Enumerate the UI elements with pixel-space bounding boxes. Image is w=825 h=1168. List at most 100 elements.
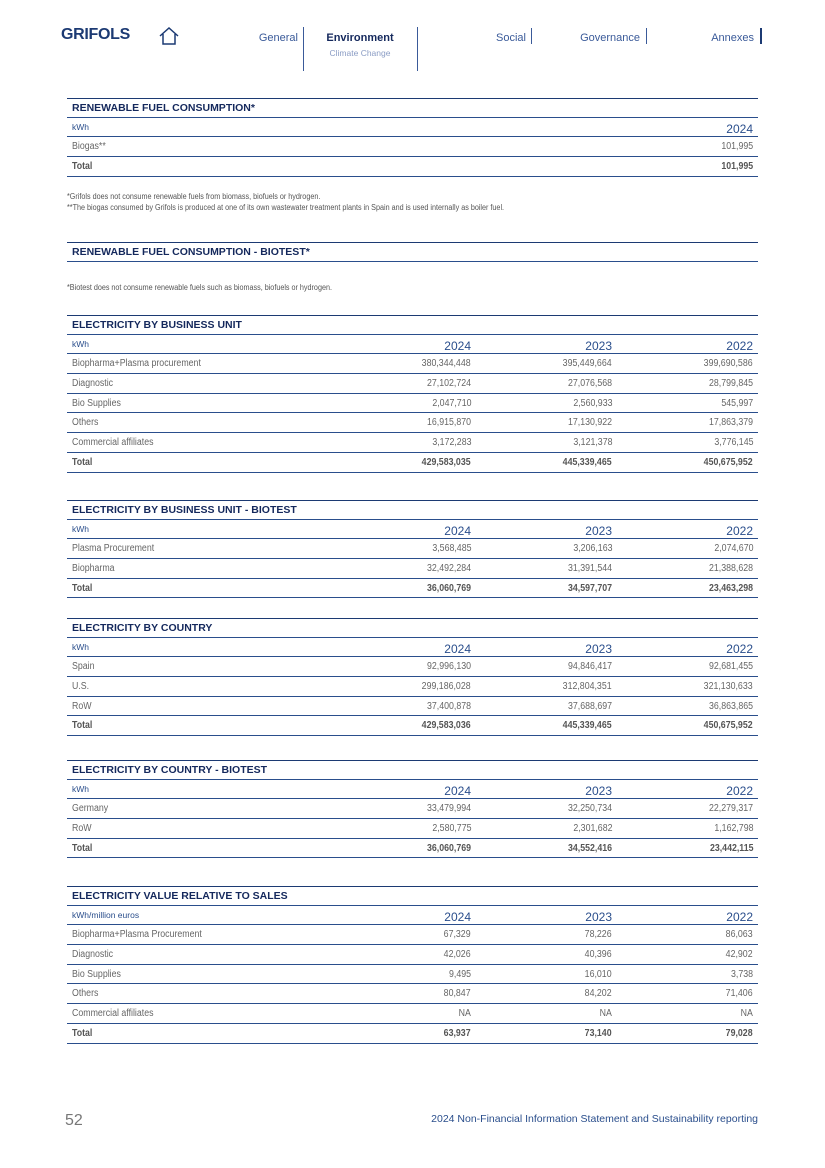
nav-item-active[interactable]: Environment (326, 32, 394, 44)
table-row: Bio Supplies 9,495 16,010 3,738 (67, 965, 758, 985)
column-header: 2023 (585, 338, 612, 353)
home-icon[interactable] (158, 26, 180, 46)
column-header: 2024 (726, 121, 753, 136)
cell-value: NA (740, 1008, 753, 1020)
row-label: Total (72, 456, 93, 468)
section-title: ELECTRICITY BY COUNTRY - BIOTEST (67, 760, 758, 780)
column-header: 2024 (444, 909, 471, 924)
cell-value: 16,010 (585, 968, 612, 980)
table-row: Diagnostic 42,026 40,396 42,902 (67, 945, 758, 965)
row-label: Biopharma (72, 563, 115, 575)
cell-value: 299,186,028 (422, 681, 471, 693)
cell-value: 40,396 (585, 949, 612, 961)
section-title: ELECTRICITY BY BUSINESS UNIT - BIOTEST (67, 500, 758, 520)
unit-label: kWh (72, 523, 89, 534)
table-row: Commercial affiliates NA NA NA (67, 1004, 758, 1024)
cell-value: 37,688,697 (567, 700, 612, 712)
table-row: Others 16,915,870 17,130,922 17,863,379 (67, 413, 758, 434)
cell-value: 78,226 (585, 929, 612, 941)
cell-value: 36,863,865 (708, 700, 753, 712)
nav-item[interactable]: Social (496, 32, 526, 44)
cell-value: NA (599, 1008, 612, 1020)
cell-value: 3,568,485 (431, 543, 471, 555)
footnote: *Grifols does not consume renewable fuel… (67, 191, 321, 201)
column-header: 2024 (444, 783, 471, 798)
row-label: Diagnostic (72, 949, 114, 961)
cell-value: 429,583,036 (422, 720, 471, 732)
column-header: 2024 (444, 641, 471, 656)
cell-value: 80,847 (444, 988, 471, 1000)
row-label: Total (72, 161, 93, 173)
table-row: Biopharma 32,492,284 31,391,544 21,388,628 (67, 559, 758, 579)
table-row: Plasma Procurement 3,568,485 3,206,163 2,07… (67, 539, 758, 560)
table-row: Biogas** 101,995 (67, 137, 758, 158)
footer-text: 2024 Non-Financial Information Statement… (431, 1113, 758, 1125)
cell-value: 71,406 (726, 988, 753, 1000)
section-title: RENEWABLE FUEL CONSUMPTION - BIOTEST* (67, 242, 758, 262)
nav-divider (531, 28, 532, 44)
nav-item[interactable]: General (258, 32, 298, 44)
section-title: ELECTRICITY VALUE RELATIVE TO SALES (67, 886, 758, 906)
unit-label: kWh (72, 338, 89, 349)
total-row: Total 36,060,769 34,597,707 23,463,298 (67, 579, 758, 599)
row-label: Commercial affiliates (72, 437, 154, 449)
section: ELECTRICITY BY COUNTRY kWh 2024 2023 2022 Spa… (67, 618, 758, 737)
column-header: 2024 (444, 338, 471, 353)
section: ELECTRICITY BY COUNTRY - BIOTEST kWh 2024 2… (67, 760, 758, 859)
row-label: Plasma Procurement (72, 543, 155, 555)
cell-value: 17,863,379 (708, 417, 753, 429)
row-label: Total (72, 720, 93, 732)
cell-value: 395,449,664 (563, 358, 612, 370)
cell-value: 3,206,163 (572, 543, 612, 555)
cell-value: 101,995 (721, 141, 753, 153)
nav-item[interactable]: Annexes (711, 32, 754, 44)
cell-value: 3,738 (730, 968, 753, 980)
row-label: Diagnostic (72, 378, 114, 390)
cell-value: 36,060,769 (426, 582, 471, 594)
cell-value: 42,902 (726, 949, 753, 961)
cell-value: 2,560,933 (572, 397, 612, 409)
cell-value: 92,681,455 (708, 661, 753, 673)
row-label: RoW (72, 700, 92, 712)
cell-value: 399,690,586 (704, 358, 753, 370)
footnote: *Biotest does not consume renewable fuel… (67, 282, 332, 292)
cell-value: 2,047,710 (431, 397, 471, 409)
row-label: Total (72, 842, 93, 854)
cell-value: 33,479,994 (426, 803, 471, 815)
table-row: RoW 37,400,878 37,688,697 36,863,865 (67, 697, 758, 717)
cell-value: 22,279,317 (708, 803, 753, 815)
header-row: kWh 2024 (67, 118, 758, 138)
cell-value: 380,344,448 (422, 358, 471, 370)
section-title: ELECTRICITY BY COUNTRY (67, 618, 758, 638)
column-header: 2022 (726, 523, 753, 538)
column-header: 2024 (444, 523, 471, 538)
cell-value: 42,026 (444, 949, 471, 961)
total-row: Total 101,995 (67, 157, 758, 177)
notes: *Biotest does not consume renewable fuel… (67, 282, 758, 293)
cell-value: 79,028 (726, 1027, 753, 1039)
cell-value: 445,339,465 (563, 456, 612, 468)
footnote: **The biogas consumed by Grifols is prod… (67, 202, 505, 212)
nav-subitem[interactable]: Climate Change (329, 48, 391, 58)
unit-label: kWh/million euros (72, 909, 140, 920)
cell-value: 28,799,845 (708, 378, 753, 390)
section: ELECTRICITY BY BUSINESS UNIT - BIOTEST kW… (67, 500, 758, 599)
table-row: RoW 2,580,775 2,301,682 1,162,798 (67, 819, 758, 839)
cell-value: 3,121,378 (572, 437, 612, 449)
table-row: Commercial affiliates 3,172,283 3,121,378 3… (67, 433, 758, 453)
cell-value: 445,339,465 (563, 720, 612, 732)
cell-value: 3,776,145 (713, 437, 753, 449)
cell-value: 9,495 (448, 968, 471, 980)
column-header: 2023 (585, 783, 612, 798)
section-title: RENEWABLE FUEL CONSUMPTION* (67, 98, 758, 118)
cell-value: NA (458, 1008, 471, 1020)
table-row: Bio Supplies 2,047,710 2,560,933 545,997 (67, 394, 758, 414)
cell-value: 34,552,416 (567, 842, 612, 854)
cell-value: 73,140 (585, 1027, 612, 1039)
table-row: Germany 33,479,994 32,250,734 22,279,317 (67, 799, 758, 820)
unit-label: kWh (72, 641, 89, 652)
total-row: Total 429,583,036 445,339,465 450,675,952 (67, 716, 758, 737)
cell-value: 27,076,568 (567, 378, 612, 390)
nav-item[interactable]: Governance (580, 32, 640, 44)
